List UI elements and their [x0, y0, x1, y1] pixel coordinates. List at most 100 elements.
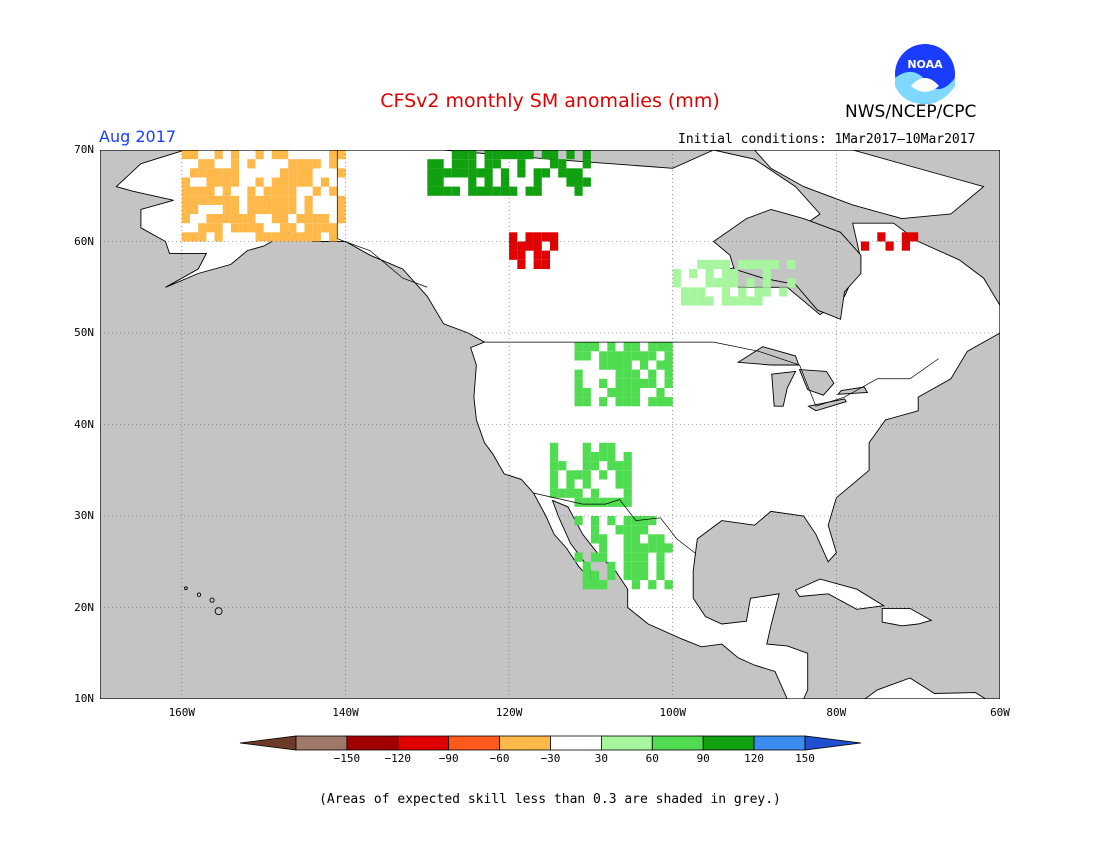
anomaly-cell-4	[599, 470, 608, 480]
anomaly-cell-2	[533, 250, 542, 260]
anomaly-cell-0	[230, 159, 240, 169]
anomaly-cell-3	[615, 360, 624, 370]
great-lake-0	[736, 346, 800, 366]
anomaly-cell-0	[198, 186, 207, 196]
anomaly-cell-1	[484, 168, 493, 178]
anomaly-cell-2	[541, 232, 550, 242]
anomaly-cell-5	[640, 552, 649, 562]
anomaly-cell-0	[181, 150, 190, 160]
anomaly-cell-7	[754, 259, 763, 269]
anomaly-cell-7	[779, 287, 788, 297]
anomaly-cell-0	[304, 177, 313, 187]
anomaly-cell-0	[280, 204, 289, 215]
anomaly-cell-4	[599, 442, 608, 452]
anomaly-cell-5	[631, 552, 640, 562]
lon-tick-label: 80W	[826, 706, 847, 719]
anomaly-cell-2	[509, 241, 518, 251]
anomaly-cell-4	[623, 461, 632, 471]
anomaly-cell-3	[615, 387, 624, 398]
anomaly-cell-0	[320, 214, 330, 224]
anomaly-cell-0	[337, 214, 346, 224]
colorbar-segment	[346, 735, 399, 751]
anomaly-cell-4	[607, 442, 616, 452]
anomaly-cell-4	[615, 470, 624, 480]
anomaly-cell-0	[198, 232, 207, 242]
anomaly-cell-3	[656, 360, 665, 370]
anomaly-cell-3	[640, 378, 649, 388]
anomaly-cell-0	[206, 168, 215, 178]
anomaly-cell-6	[860, 241, 870, 251]
anomaly-cell-3	[648, 397, 657, 407]
anomaly-cell-0	[288, 232, 297, 242]
anomaly-cell-1	[525, 150, 534, 160]
anomaly-cell-6	[885, 241, 894, 251]
lon-tick-label: 140W	[332, 706, 359, 719]
anomaly-cell-0	[214, 232, 223, 242]
colorbar-tick-label: 120	[744, 752, 765, 765]
alaska-canada-border	[336, 150, 428, 288]
anomaly-cell-0	[239, 214, 248, 224]
anomaly-cell-7	[721, 296, 730, 306]
anomaly-cell-0	[296, 232, 305, 242]
great-lake-1	[771, 370, 797, 407]
anomaly-cell-0	[198, 168, 207, 178]
lon-tick-label: 60W	[990, 706, 1010, 719]
anomaly-cell-0	[247, 223, 256, 233]
anomaly-cell-3	[599, 360, 608, 370]
anomaly-cell-5	[590, 516, 600, 526]
anomaly-cell-0	[255, 204, 264, 215]
anomaly-cell-0	[214, 195, 223, 205]
anomaly-cell-0	[288, 177, 297, 187]
anomaly-cell-6	[901, 232, 910, 242]
anomaly-cell-4	[623, 488, 632, 498]
anomaly-cell-0	[230, 195, 240, 205]
anomaly-cell-1	[468, 177, 477, 187]
anomaly-cell-0	[329, 150, 338, 160]
anomaly-cell-6	[910, 232, 919, 242]
anomaly-cell-5	[599, 580, 608, 590]
anomaly-cell-0	[304, 204, 313, 215]
anomaly-cell-0	[312, 232, 321, 242]
anomaly-cell-0	[206, 223, 215, 233]
anomaly-cell-5	[656, 561, 665, 571]
anomaly-cell-3	[582, 387, 591, 398]
anomaly-cell-1	[460, 159, 469, 169]
anomaly-cell-3	[607, 351, 616, 361]
anomaly-cell-0	[312, 214, 321, 224]
anomaly-cell-1	[443, 186, 452, 196]
anomaly-cell-4	[590, 452, 600, 462]
anomaly-cell-3	[648, 369, 657, 379]
border-layer	[336, 150, 939, 554]
lat-tick-label: 10N	[74, 692, 94, 705]
anomaly-cell-5	[648, 580, 657, 590]
anomaly-cell-0	[271, 150, 280, 160]
anomaly-cell-0	[329, 186, 338, 196]
anomaly-cell-7	[721, 278, 730, 288]
north-america-land	[115, 150, 1000, 699]
anomaly-cell-1	[460, 150, 469, 160]
anomaly-cell-0	[230, 223, 240, 233]
anomaly-cell-3	[615, 351, 624, 361]
anomaly-cell-1	[492, 186, 501, 196]
anomaly-cell-1	[566, 177, 575, 187]
anomaly-cell-2	[550, 241, 559, 251]
anomaly-cell-7	[762, 278, 771, 288]
anomaly-cell-1	[550, 159, 559, 169]
anomaly-cell-1	[427, 159, 436, 169]
anomaly-cell-7	[705, 296, 714, 306]
anomaly-cell-0	[190, 150, 199, 160]
anomaly-cell-0	[206, 159, 215, 169]
anomaly-cell-1	[525, 186, 534, 196]
anomaly-cell-7	[721, 269, 730, 279]
map-title: CFSv2 monthly SM anomalies (mm)	[380, 90, 720, 112]
anomaly-cell-7	[713, 278, 722, 288]
hudson-bay-water	[712, 209, 862, 320]
anomaly-cell-7	[738, 287, 747, 297]
anomaly-cell-5	[640, 561, 649, 571]
anomaly-cell-1	[468, 186, 477, 196]
anomaly-cell-4	[566, 479, 575, 489]
anomaly-cell-1	[582, 159, 591, 169]
anomaly-cell-1	[484, 177, 493, 187]
anomaly-cell-5	[590, 534, 600, 544]
anomaly-cell-5	[631, 570, 640, 581]
